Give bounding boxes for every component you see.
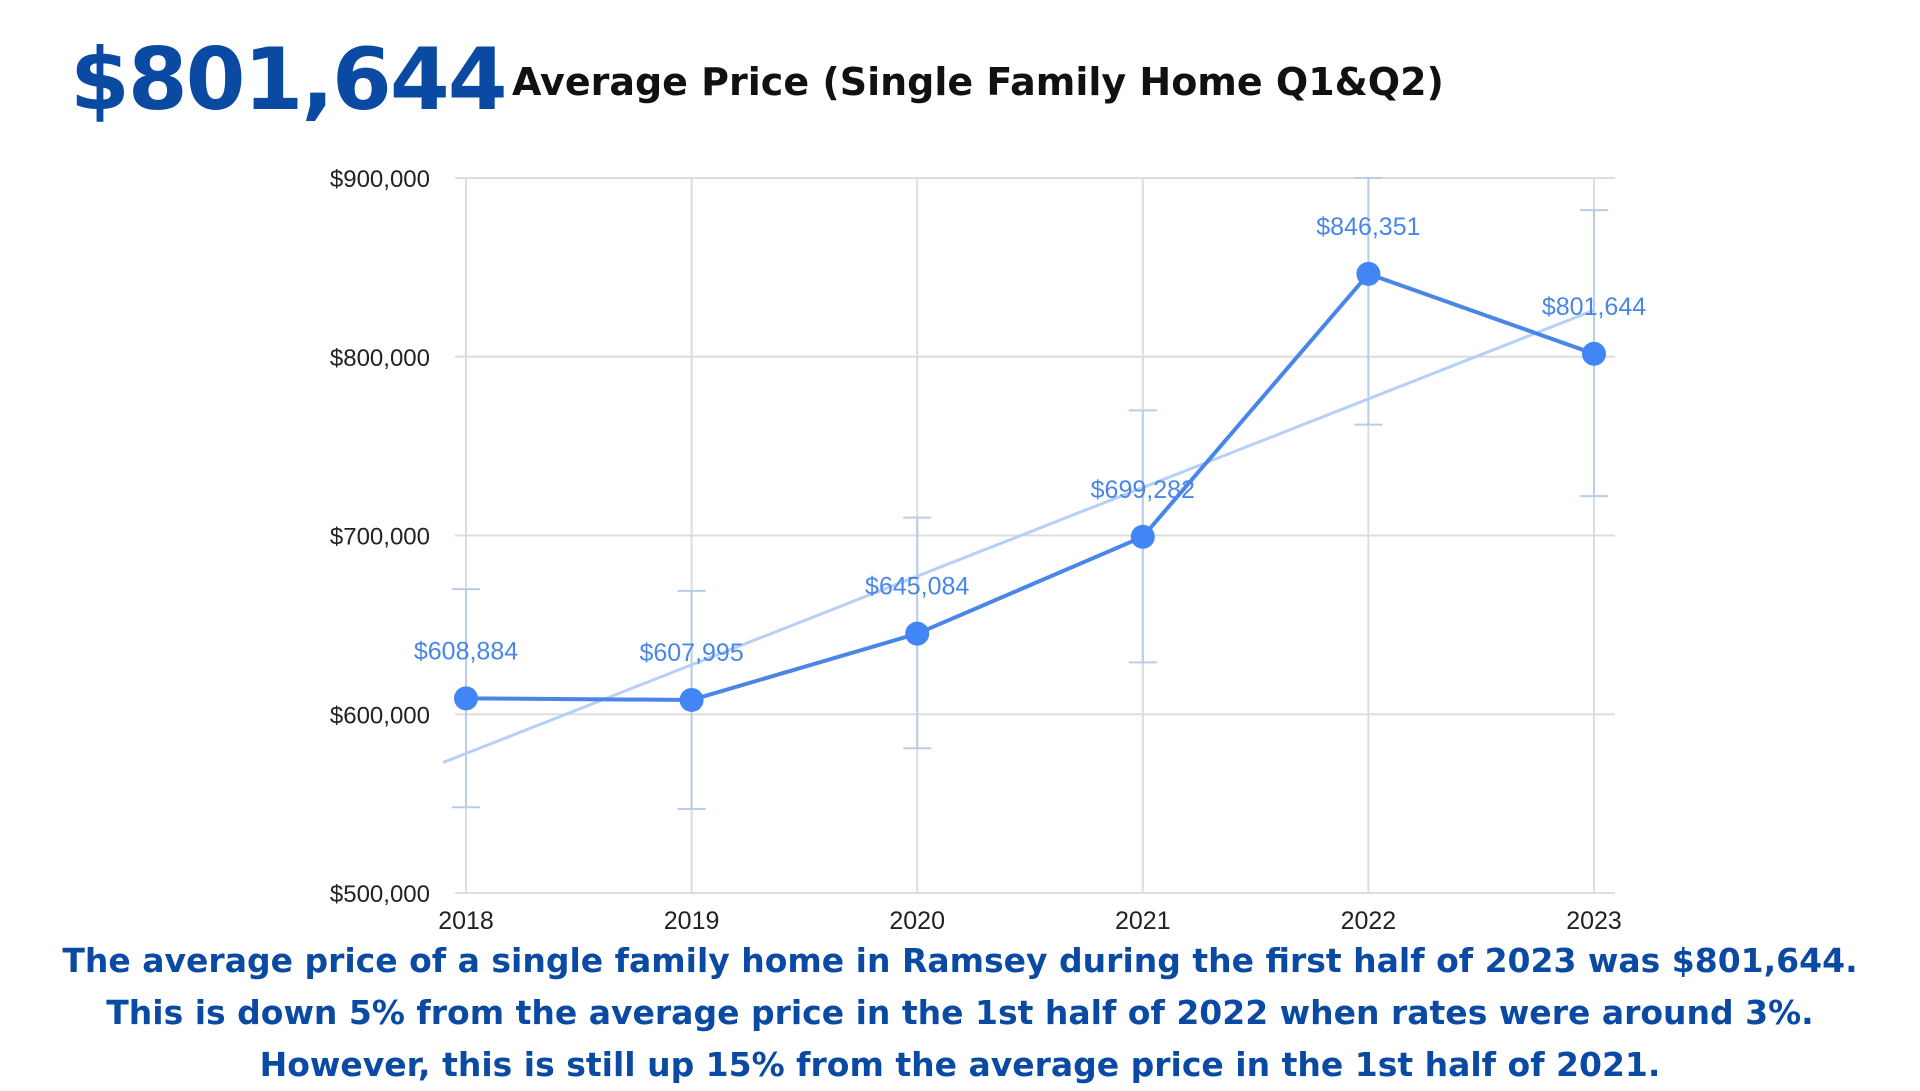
data-label: $801,644	[1542, 293, 1646, 321]
caption-line-3: However, this is still up 15% from the a…	[259, 1045, 1661, 1084]
series-line	[465, 271, 1595, 702]
summary-caption: The average price of a single family hom…	[0, 935, 1920, 1091]
data-label: $846,351	[1316, 213, 1420, 241]
data-point	[1582, 341, 1606, 366]
data-label: $645,084	[865, 573, 969, 601]
caption-line-1: The average price of a single family hom…	[62, 941, 1858, 980]
data-label: $608,884	[414, 637, 518, 665]
caption-line-2: This is down 5% from the average price i…	[106, 993, 1814, 1032]
data-label: $607,995	[639, 639, 743, 667]
x-tick-label: 2022	[1341, 907, 1397, 930]
x-tick-label: 2019	[664, 907, 720, 930]
y-tick-label: $700,000	[330, 524, 430, 551]
x-tick-label: 2018	[438, 907, 494, 930]
y-tick-label: $800,000	[330, 345, 430, 372]
headline-value: $801,644	[70, 30, 508, 130]
y-tick-label: $900,000	[330, 166, 430, 193]
data-point	[1356, 261, 1381, 286]
trendline	[442, 308, 1595, 764]
chart-title: Average Price (Single Family Home Q1&Q2)	[512, 60, 1444, 104]
y-tick-label: $500,000	[330, 881, 430, 908]
data-point	[905, 621, 930, 646]
data-label: $699,282	[1091, 476, 1195, 504]
data-point	[1130, 524, 1155, 549]
x-tick-label: 2021	[1115, 907, 1171, 930]
x-tick-label: 2020	[889, 907, 945, 930]
y-tick-label: $600,000	[330, 702, 430, 729]
x-tick-label: 2023	[1566, 907, 1622, 930]
line-chart: $500,000 $600,000 $700,000 $800,000 $900,000…	[330, 166, 1646, 930]
data-point	[679, 687, 704, 712]
data-point	[454, 686, 478, 711]
